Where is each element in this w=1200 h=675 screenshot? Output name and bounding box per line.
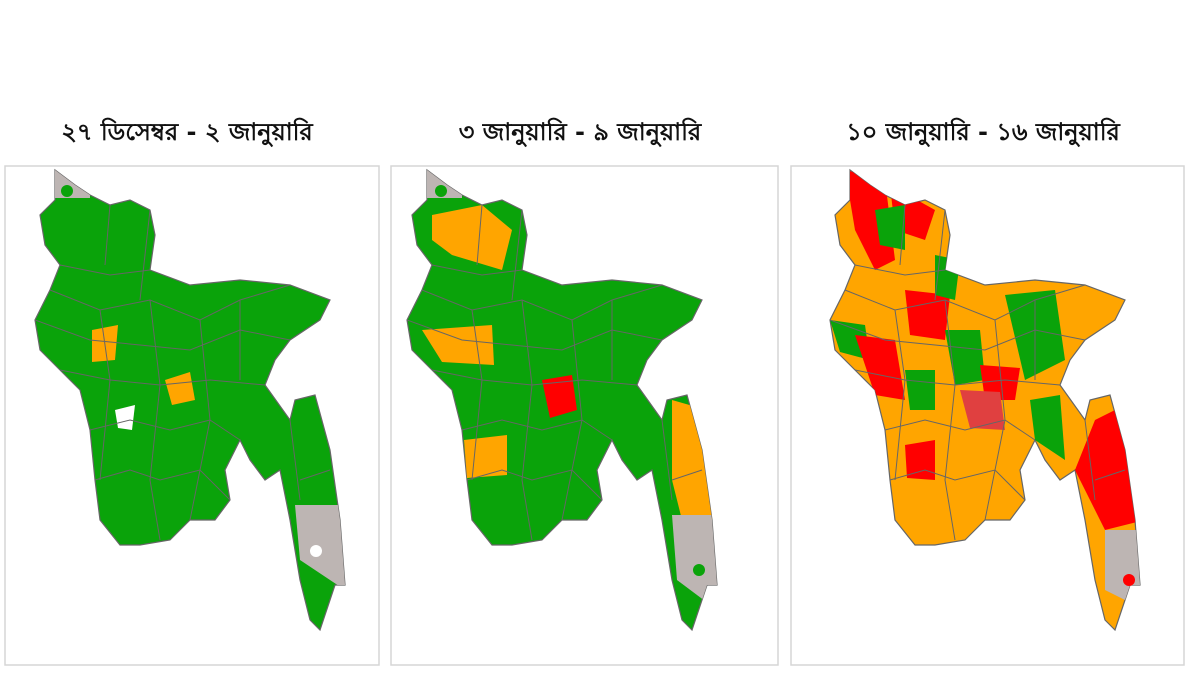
map: [829, 169, 1141, 631]
map: [406, 169, 718, 631]
panel-title: ২৭ ডিসেম্বর - ২ জানুয়ারি: [61, 117, 313, 147]
panel-title: ১০ জানুয়ারি - ১৬ জানুয়ারি: [846, 117, 1120, 147]
panel-title: ৩ জানুয়ারি - ৯ জানুয়ারি: [459, 117, 702, 147]
